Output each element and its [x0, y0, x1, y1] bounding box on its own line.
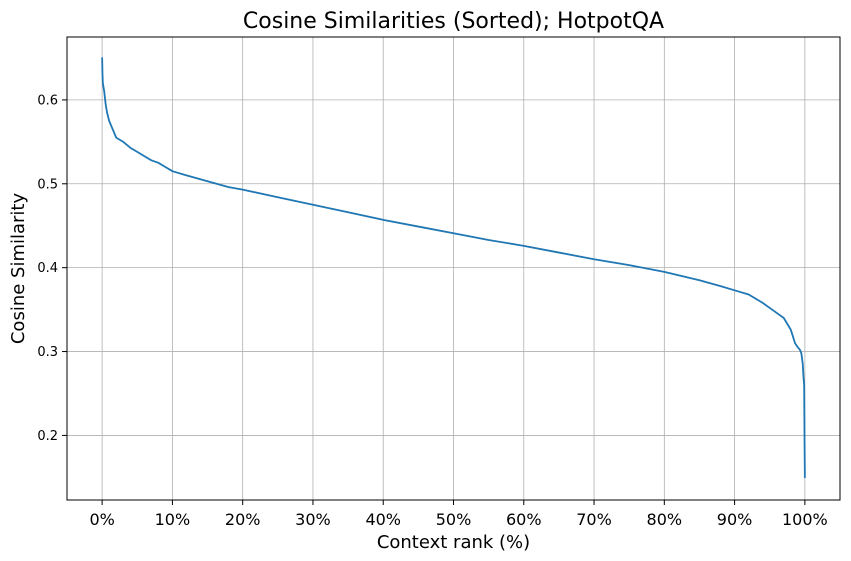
- y-tick-label: 0.6: [37, 93, 58, 108]
- y-axis-label: Cosine Similarity: [8, 193, 29, 345]
- chart-title: Cosine Similarities (Sorted); HotpotQA: [243, 9, 664, 34]
- x-axis-ticks: 0% 10% 20% 30% 40% 50% 60% 70% 80% 90% 100%: [89, 500, 828, 529]
- y-axis-ticks: 0.2 0.3 0.4 0.5 0.6: [37, 93, 67, 444]
- x-tick-label: 20%: [225, 510, 261, 529]
- series-layer: [101, 57, 806, 479]
- series-line: [101, 57, 806, 479]
- x-tick-label: 70%: [576, 510, 612, 529]
- x-tick-label: 30%: [295, 510, 331, 529]
- x-tick-label: 50%: [436, 510, 472, 529]
- x-tick-label: 10%: [155, 510, 191, 529]
- x-tick-label: 40%: [365, 510, 401, 529]
- y-tick-label: 0.4: [37, 261, 58, 276]
- x-tick-label: 90%: [717, 510, 753, 529]
- x-tick-label: 0%: [89, 510, 114, 529]
- x-tick-label: 100%: [782, 510, 828, 529]
- grid-lines: [67, 37, 840, 500]
- y-tick-label: 0.5: [37, 177, 58, 192]
- x-tick-label: 80%: [647, 510, 683, 529]
- x-axis-label: Context rank (%): [377, 532, 530, 553]
- y-tick-label: 0.2: [37, 429, 58, 444]
- x-tick-label: 60%: [506, 510, 542, 529]
- y-tick-label: 0.3: [37, 345, 58, 360]
